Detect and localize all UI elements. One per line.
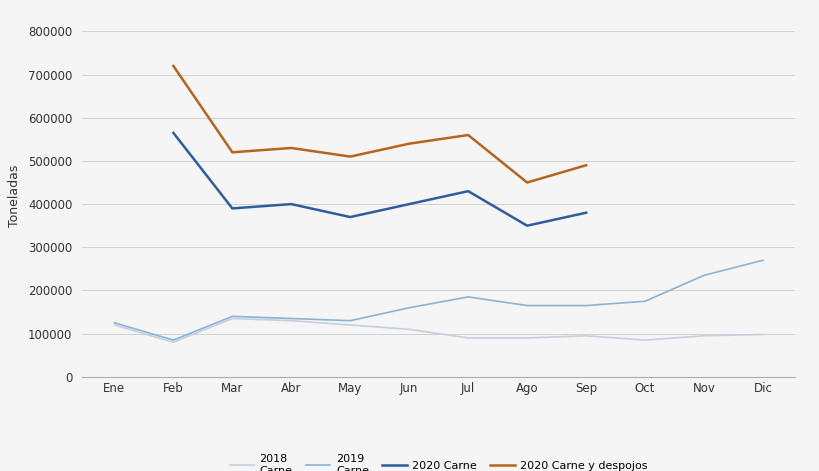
Legend: 2018
Carne, 2019
Carne, 2020 Carne, 2020 Carne y despojos: 2018 Carne, 2019 Carne, 2020 Carne, 2020… <box>225 449 651 471</box>
Y-axis label: Toneladas: Toneladas <box>8 164 21 227</box>
